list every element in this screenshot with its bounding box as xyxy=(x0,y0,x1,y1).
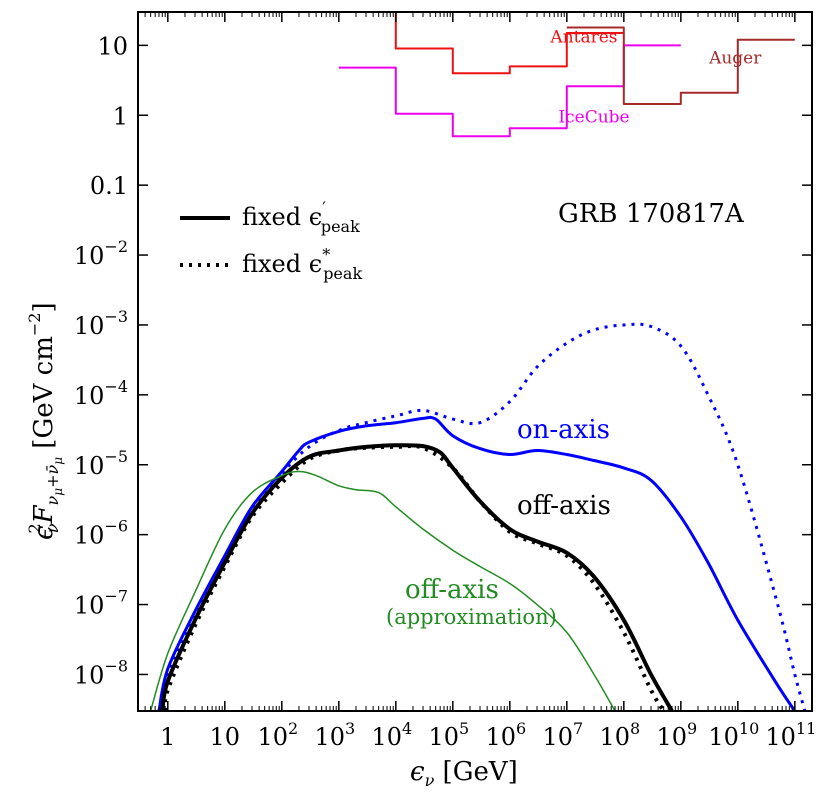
grb-label: GRB 170817A xyxy=(558,199,745,229)
approx-sub-label: (approximation) xyxy=(386,605,557,629)
x-tick-label: 103 xyxy=(314,719,355,751)
x-tick-label: 10 xyxy=(210,723,241,751)
y-tick-label: 0.1 xyxy=(90,172,128,200)
x-tick-label: 102 xyxy=(257,719,298,751)
y-tick-label: 10−8 xyxy=(74,656,128,689)
y-tick-label: 10−7 xyxy=(74,587,128,620)
y-tick-label: 10−5 xyxy=(74,447,128,480)
limit-label-auger: Auger xyxy=(708,49,762,69)
series-line-auger xyxy=(566,26,795,105)
series-line-on-axis-fixed-peak xyxy=(157,322,807,711)
x-tick-label: 108 xyxy=(599,719,640,751)
plot-frame xyxy=(137,11,813,712)
series-line-antares xyxy=(394,12,624,75)
x-tick-label: 1010 xyxy=(708,719,759,751)
y-axis-title: ϵ2νFνμ+ν̄μ [GeV cm−2] xyxy=(25,302,65,540)
x-tick-label: 109 xyxy=(656,719,697,751)
y-tick-label: 1 xyxy=(113,102,128,130)
limit-label-antares: Antares xyxy=(549,28,617,48)
y-tick-label: 10 xyxy=(97,32,128,60)
series-line-off-axis-approximation xyxy=(149,470,616,711)
off-axis-label: off-axis xyxy=(517,491,611,521)
y-tick-label: 10−4 xyxy=(74,377,128,410)
x-tick-label: 1 xyxy=(160,723,175,751)
x-tick-label: 105 xyxy=(428,719,469,751)
y-tick-label: 10−3 xyxy=(74,307,128,340)
approx-title-label: off-axis xyxy=(405,575,499,605)
on-axis-label: on-axis xyxy=(517,415,610,445)
legend-solid-label: fixed ϵ′ peak xyxy=(242,198,360,236)
x-tick-label: 107 xyxy=(542,719,583,751)
x-tick-label: 106 xyxy=(485,719,526,751)
series-line-off-axis-fixed-peak xyxy=(160,443,674,711)
y-tick-label: 10−2 xyxy=(74,237,128,270)
x-tick-label: 104 xyxy=(371,719,412,751)
series-layer xyxy=(149,322,807,711)
legend-dotted-label: fixed ϵ* peak xyxy=(242,245,362,283)
legend: fixed ϵ′ peak fixed ϵ* peak xyxy=(180,198,362,283)
limits-layer xyxy=(338,12,795,138)
y-tick-label: 10−6 xyxy=(74,517,128,550)
x-axis-title: ϵν [GeV] xyxy=(410,757,518,790)
series-line-on-axis-fixed-peak xyxy=(157,415,797,711)
x-tick-label: 1011 xyxy=(765,719,816,751)
limit-label-icecube: IceCube xyxy=(558,107,629,127)
